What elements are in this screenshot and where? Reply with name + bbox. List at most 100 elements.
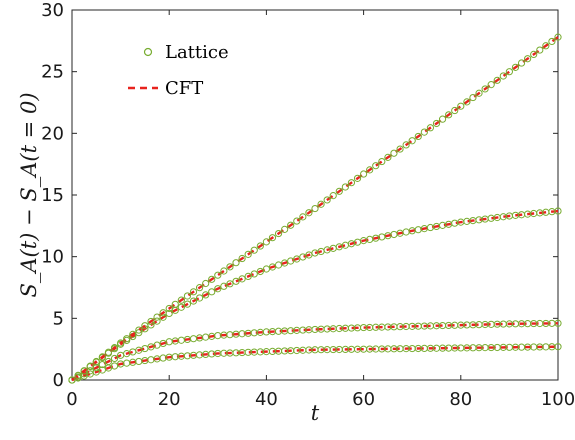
lattice-point — [281, 225, 289, 233]
y-axis-label: S_A(t) − S_A(t = 0) — [17, 92, 41, 297]
x-tick-label: 0 — [66, 389, 77, 410]
lattice-point — [360, 170, 368, 178]
legend-box — [117, 31, 221, 103]
x-tick-label: 60 — [352, 389, 375, 410]
lattice-point — [141, 322, 149, 330]
lattice-point — [323, 196, 331, 204]
lattice-point — [104, 348, 113, 356]
lattice-point — [226, 263, 234, 271]
lattice-point — [238, 275, 246, 283]
y-tick-label: 30 — [41, 0, 64, 21]
y-tick-label: 0 — [53, 370, 64, 391]
lattice-point — [165, 304, 173, 313]
lattice-point — [98, 360, 106, 369]
lattice-point — [554, 343, 562, 351]
legend-label-cft: CFT — [165, 78, 203, 99]
lattice-point — [517, 59, 526, 67]
lattice-point — [390, 149, 398, 157]
cft-line-3 — [71, 322, 559, 382]
lattice-point — [250, 246, 258, 254]
lattice-point — [548, 37, 556, 46]
lattice-point — [493, 76, 501, 84]
lattice-point — [311, 204, 319, 213]
lattice-point — [438, 115, 447, 123]
lattice-point — [195, 284, 204, 292]
lattice-point — [353, 174, 362, 182]
lattice-point — [524, 55, 532, 63]
lattice-point — [250, 270, 258, 278]
lattice-point — [305, 209, 313, 217]
lattice-point — [98, 353, 106, 361]
x-tick-label: 80 — [449, 389, 472, 410]
legend: Lattice CFT — [117, 31, 229, 103]
lattice-point — [274, 229, 283, 238]
lattice-point — [402, 141, 410, 149]
lattice-point — [414, 132, 422, 141]
lattice-point — [335, 187, 343, 195]
data-series — [68, 33, 562, 384]
lattice-point — [195, 294, 204, 302]
lattice-point — [256, 267, 264, 276]
lattice-point — [372, 162, 380, 170]
x-tick-label: 40 — [255, 389, 278, 410]
lattice-point — [68, 376, 76, 384]
lattice-point — [469, 93, 477, 102]
lattice-point — [110, 344, 119, 352]
lattice-point — [481, 85, 489, 93]
lattice-point — [445, 111, 453, 119]
lattice-point — [189, 288, 198, 296]
lattice-point — [208, 275, 216, 283]
lattice-point — [487, 81, 495, 89]
lattice-point — [268, 234, 277, 242]
lattice-point — [299, 213, 307, 221]
lattice-point — [426, 124, 435, 132]
lattice-point — [171, 300, 179, 308]
x-axis-label: t — [311, 401, 320, 425]
lattice-point — [366, 166, 374, 174]
lattice-point — [110, 354, 119, 363]
lattice-point — [511, 63, 520, 71]
lattice-point — [92, 357, 100, 366]
lattice-point — [499, 72, 507, 80]
lattice-point — [475, 89, 483, 97]
lattice-point — [287, 221, 295, 229]
x-tick-label: 100 — [541, 389, 575, 410]
y-tick-label: 25 — [41, 62, 64, 83]
legend-label-lattice: Lattice — [165, 42, 229, 63]
lattice-point — [451, 106, 459, 115]
lattice-point — [177, 303, 185, 311]
lattice-point — [208, 288, 216, 296]
lattice-point — [420, 128, 428, 136]
lattice-point — [396, 145, 404, 153]
lattice-point — [147, 317, 155, 326]
lattice-point — [220, 282, 228, 290]
lattice-point — [74, 371, 82, 379]
lattice-point — [256, 242, 264, 250]
lattice-point — [183, 292, 192, 300]
lattice-point — [244, 250, 252, 258]
lattice-point — [104, 357, 113, 366]
lattice-point — [329, 192, 337, 200]
y-tick-label: 10 — [41, 247, 64, 268]
axis-ticks: 0 20 40 60 80 100 0 5 10 15 20 25 30 — [41, 0, 575, 410]
lattice-point — [463, 98, 471, 106]
cft-line-4 — [71, 345, 559, 382]
lattice-point — [378, 157, 386, 166]
lattice-point — [202, 291, 210, 299]
lattice-point — [530, 50, 538, 59]
lattice-point — [202, 279, 210, 288]
y-tick-label: 15 — [41, 185, 64, 206]
lattice-point — [214, 271, 222, 279]
lattice-point — [232, 259, 240, 267]
lattice-point — [317, 200, 325, 208]
lattice-point — [214, 285, 222, 293]
lattice-point — [86, 362, 94, 370]
lattice-point — [262, 238, 270, 246]
x-tick-label: 20 — [158, 389, 181, 410]
lattice-point — [457, 102, 465, 110]
y-tick-label: 20 — [41, 123, 64, 144]
lattice-point — [293, 217, 301, 225]
lattice-point — [554, 207, 562, 215]
lattice-point — [177, 296, 185, 304]
